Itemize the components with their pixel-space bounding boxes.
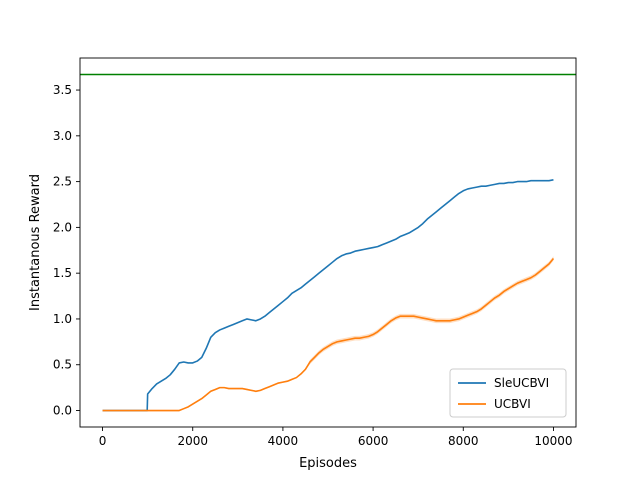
x-tick-label: 6000: [358, 434, 389, 448]
legend-box: [449, 368, 567, 418]
x-tick-label: 8000: [448, 434, 479, 448]
y-tick-label: 0.5: [53, 358, 72, 372]
x-axis-label: Episodes: [299, 456, 357, 471]
y-tick-label: 2.5: [53, 175, 72, 189]
y-tick-label: 1.0: [53, 312, 72, 326]
legend-label-ucbvi: UCBVI: [494, 397, 531, 411]
x-tick-label: 4000: [268, 434, 299, 448]
y-tick-label: 3.0: [53, 129, 72, 143]
plot-lines: [80, 73, 576, 412]
y-tick-label: 1.5: [53, 266, 72, 280]
y-tick-label: 0.0: [53, 404, 72, 418]
x-tick-label: 2000: [177, 434, 208, 448]
y-axis-label: Instantanous Reward: [28, 174, 43, 311]
series-line-sleucbvi: [102, 178, 554, 412]
legend: SleUCBVI UCBVI: [449, 368, 567, 418]
legend-label-sleucbvi: SleUCBVI: [494, 376, 549, 390]
series-line-ucbvi: [102, 258, 555, 412]
x-tick-label: 0: [99, 434, 107, 448]
axes-frame: [79, 57, 577, 428]
y-tick-label: 3.5: [53, 83, 72, 97]
y-tick-label: 2.0: [53, 220, 72, 234]
x-tick-label: 10000: [534, 434, 572, 448]
y-axis: 0.0 0.5 1.0 1.5 2.0 2.5 3.0 3.5: [53, 83, 80, 418]
x-axis: 0 2000 4000 6000 8000 10000: [99, 427, 573, 448]
